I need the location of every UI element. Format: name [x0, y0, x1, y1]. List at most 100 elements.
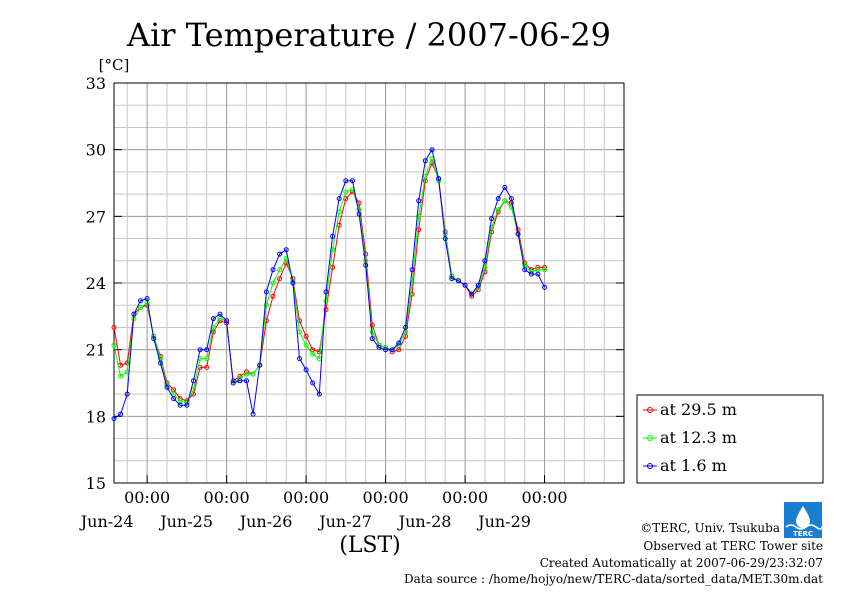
- series-1: [111, 160, 548, 404]
- data-point: [442, 236, 448, 242]
- data-point: [310, 380, 316, 386]
- data-point: [416, 213, 422, 219]
- data-point: [277, 276, 283, 282]
- data-point: [157, 360, 163, 366]
- data-point: [164, 384, 170, 390]
- data-point: [502, 198, 508, 204]
- x-tick-label: 00:00: [442, 488, 488, 507]
- grid-lines: [114, 83, 624, 483]
- y-tick-label: 18: [86, 407, 106, 426]
- data-point: [456, 278, 461, 284]
- data-point: [184, 402, 190, 408]
- data-point: [244, 371, 249, 377]
- data-point: [535, 271, 541, 277]
- data-point: [224, 318, 230, 324]
- y-tick-label: 33: [86, 74, 106, 93]
- data-point: [489, 224, 495, 230]
- data-point: [177, 402, 183, 408]
- series-3: [111, 147, 548, 422]
- data-point: [310, 351, 316, 357]
- series-line: [113, 157, 545, 404]
- data-point: [369, 336, 375, 342]
- x-tick-label: 00:00: [124, 488, 170, 507]
- logo-text: TERC: [793, 530, 813, 538]
- data-point: [396, 340, 402, 346]
- data-point: [144, 296, 150, 302]
- data-point: [283, 247, 289, 253]
- data-point: [416, 198, 422, 204]
- x-tick-date-label: Jun-27: [317, 512, 372, 531]
- data-point: [303, 367, 309, 373]
- x-tick-label: 00:00: [204, 488, 250, 507]
- data-point: [250, 371, 256, 377]
- data-point: [303, 333, 309, 339]
- data-point: [277, 267, 283, 273]
- data-point: [124, 360, 130, 366]
- data-point: [422, 173, 428, 179]
- x-tick-date-label: Jun-26: [238, 512, 293, 531]
- data-point: [522, 267, 528, 273]
- x-tick-label: 00:00: [283, 488, 329, 507]
- terc-logo: TERC: [784, 502, 823, 538]
- data-point: [270, 267, 276, 273]
- legend-box: [636, 394, 824, 484]
- data-point: [277, 251, 283, 257]
- data-point: [204, 347, 210, 353]
- data-point: [111, 342, 117, 348]
- data-point: [336, 196, 342, 202]
- data-point: [482, 258, 488, 264]
- data-point: [230, 380, 236, 386]
- data-point: [191, 378, 196, 384]
- data-point: [475, 282, 481, 288]
- data-point: [409, 267, 415, 273]
- data-point: [489, 216, 495, 222]
- data-point: [542, 284, 548, 290]
- data-point: [316, 391, 322, 397]
- source-text: Data source : /home/hojyo/new/TERC-data/…: [404, 572, 823, 586]
- data-point: [416, 227, 422, 233]
- x-tick-date-label: Jun-28: [397, 512, 452, 531]
- data-point: [303, 342, 309, 348]
- y-ticks: 15 18 21 24 27 30 33: [86, 74, 624, 493]
- legend-marker: [647, 435, 653, 441]
- data-point: [469, 291, 475, 297]
- data-point: [449, 276, 455, 282]
- data-point: [350, 178, 355, 184]
- data-point: [118, 411, 124, 417]
- data-point: [376, 344, 382, 350]
- data-point: [363, 251, 369, 257]
- data-point: [244, 378, 249, 384]
- data-point: [263, 302, 269, 308]
- y-tick-label: 24: [86, 274, 106, 293]
- data-point: [204, 356, 210, 362]
- series-group: [111, 147, 548, 422]
- data-point: [250, 411, 256, 417]
- data-point: [330, 233, 336, 239]
- legend-label: at 12.3 m: [660, 428, 737, 447]
- data-point: [515, 231, 521, 237]
- data-point: [316, 349, 322, 355]
- x-tick-label: 00:00: [363, 488, 409, 507]
- data-point: [270, 280, 276, 286]
- data-point: [217, 311, 223, 317]
- data-point: [111, 416, 117, 422]
- logo-wave-icon: [785, 524, 823, 530]
- data-point: [422, 158, 428, 164]
- data-point: [210, 316, 216, 322]
- data-point: [343, 178, 349, 184]
- data-point: [436, 176, 442, 182]
- data-point: [138, 304, 143, 310]
- y-axis-label: [°C]: [99, 56, 130, 74]
- data-point: [270, 293, 276, 299]
- x-ticks: 00:00 Jun-24 00:00 Jun-25 00:00 Jun-26 00:00 Ju…: [79, 475, 568, 531]
- data-point: [237, 378, 243, 384]
- x-tick-date-label: Jun-29: [476, 512, 531, 531]
- data-point: [263, 289, 269, 295]
- data-point: [542, 267, 548, 273]
- data-point: [151, 336, 157, 342]
- data-point: [356, 211, 362, 217]
- y-tick-label: 30: [86, 141, 106, 160]
- x-axis-label: (LST): [339, 533, 401, 558]
- data-point: [508, 196, 514, 202]
